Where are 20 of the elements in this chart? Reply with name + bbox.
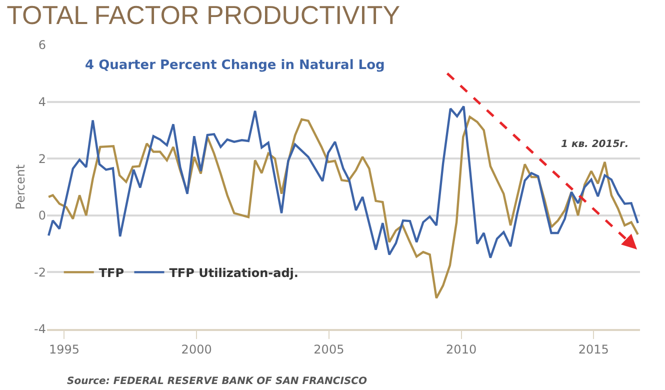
y-tick-label: -2 bbox=[34, 265, 46, 280]
y-tick-label: 0 bbox=[38, 208, 46, 223]
line-series bbox=[47, 116, 639, 300]
legend-label: TFP Utilization-adj. bbox=[169, 266, 298, 280]
source-note: Source: FEDERAL RESERVE BANK OF SAN FRANCISCO bbox=[67, 376, 368, 387]
y-tick-label: 6 bbox=[38, 38, 46, 52]
y-tick-label: 4 bbox=[38, 95, 46, 109]
chart-title: TOTAL FACTOR PRODUCTIVITY bbox=[6, 0, 400, 30]
y-tick-label: 2 bbox=[38, 152, 46, 166]
line-series bbox=[47, 105, 639, 259]
x-tick-label: 1995 bbox=[48, 342, 80, 356]
x-tick-label: 2005 bbox=[314, 342, 344, 356]
x-tick-label: 2010 bbox=[446, 342, 477, 356]
y-tick-label: -4 bbox=[34, 322, 46, 336]
annotation: 1 кв. 2015г. bbox=[561, 139, 629, 150]
legend-label: TFP bbox=[98, 266, 124, 280]
y-axis-title: Percent bbox=[13, 164, 28, 210]
x-tick-label: 2015 bbox=[578, 342, 609, 356]
x-tick-label: 2000 bbox=[181, 342, 212, 356]
text: 4 Quarter Percent Change in Natural Log bbox=[85, 58, 385, 73]
